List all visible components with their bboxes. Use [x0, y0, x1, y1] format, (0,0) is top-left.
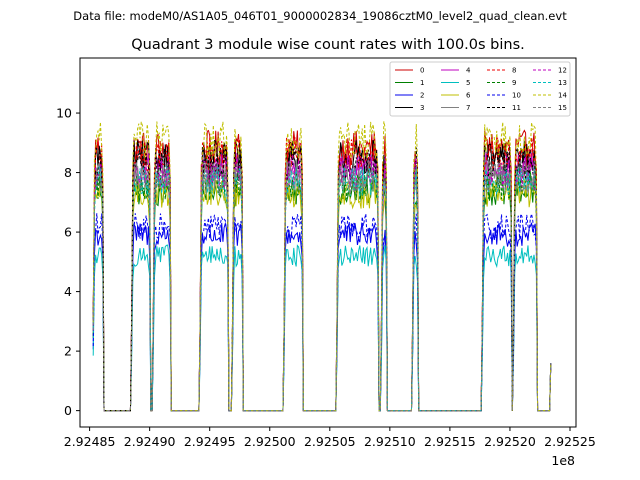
x-axis: 2.92485 2.92490 2.92495 2.92500 2.92505 2.925… [64, 427, 596, 449]
y-tick-label: 6 [64, 225, 72, 240]
legend-entry: 11 [487, 104, 521, 112]
legend-entry: 4 [441, 67, 471, 75]
axes-frame [79, 57, 577, 428]
legend-label: 12 [558, 67, 567, 75]
x-tick-label: 2.92515 [424, 434, 476, 449]
legend-label: 14 [558, 92, 567, 100]
series-line-15 [92, 162, 552, 412]
legend-label: 13 [558, 79, 567, 87]
legend-label: 8 [512, 67, 516, 75]
legend-label: 3 [420, 104, 424, 112]
legend-entry: 5 [441, 79, 470, 87]
legend-label: 0 [420, 67, 424, 75]
x-tick-label: 2.92485 [64, 434, 116, 449]
legend-entry: 6 [441, 92, 471, 100]
legend-label: 9 [512, 79, 516, 87]
legend-entry: 1 [395, 79, 424, 87]
legend-label: 11 [512, 104, 521, 112]
legend-entry: 9 [487, 79, 516, 87]
legend-label: 1 [420, 79, 424, 87]
series-line-14 [92, 121, 552, 412]
x-axis-offset-label: 1e8 [551, 453, 575, 468]
legend-entry: 8 [487, 67, 516, 75]
x-tick-label: 2.92495 [184, 434, 236, 449]
legend-entry: 12 [533, 67, 567, 75]
legend-label: 5 [466, 79, 470, 87]
x-tick-label: 2.92525 [544, 434, 596, 449]
legend-entry: 2 [395, 92, 424, 100]
legend-entry: 14 [533, 92, 567, 100]
chart-title: Quadrant 3 module wise count rates with … [131, 37, 525, 53]
y-tick-label: 10 [56, 106, 72, 121]
legend-entry: 10 [487, 92, 521, 100]
y-tick-label: 2 [64, 344, 72, 359]
legend-label: 2 [420, 92, 424, 100]
legend-label: 6 [466, 92, 471, 100]
legend-label: 10 [512, 92, 521, 100]
x-tick-label: 2.92505 [304, 434, 356, 449]
legend-entry: 3 [395, 104, 424, 112]
legend-label: 7 [466, 104, 470, 112]
legend-entry: 7 [441, 104, 470, 112]
plot-area [79, 57, 577, 428]
legend-entry: 15 [533, 104, 567, 112]
legend-box [389, 61, 571, 117]
y-tick-label: 4 [64, 284, 72, 299]
legend-label: 4 [466, 67, 471, 75]
legend-entry: 0 [395, 67, 424, 75]
x-tick-label: 2.92490 [124, 434, 176, 449]
y-tick-label: 8 [64, 165, 72, 180]
legend-entry: 13 [533, 79, 567, 87]
x-tick-label: 2.92500 [244, 434, 296, 449]
x-tick-label: 2.92510 [364, 434, 416, 449]
x-tick-label: 2.92520 [484, 434, 536, 449]
y-tick-label: 0 [64, 403, 72, 418]
suptitle: Data file: modeM0/AS1A05_046T01_90000028… [73, 9, 567, 23]
legend-label: 15 [558, 104, 567, 112]
y-axis: 0 2 4 6 8 10 [56, 106, 80, 418]
